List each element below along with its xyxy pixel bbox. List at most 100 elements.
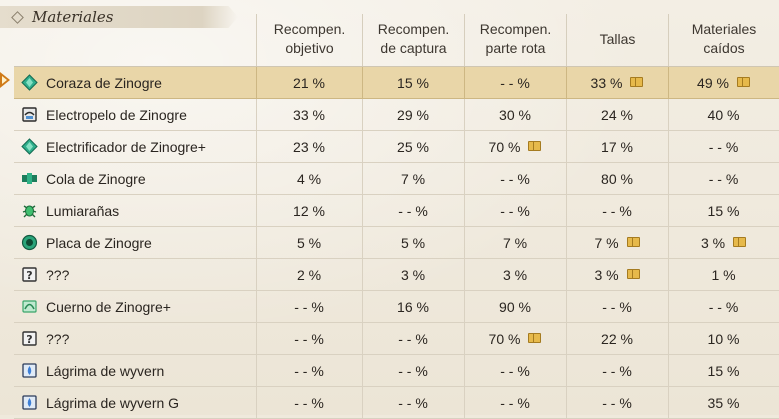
tear-icon	[21, 362, 38, 379]
value-cell: - - %	[256, 323, 362, 354]
header-divider	[256, 14, 257, 66]
value-cell: 3 %	[566, 259, 668, 290]
value-cell: 70 %	[464, 323, 566, 354]
percentage-value: 35 %	[707, 394, 740, 411]
percentage-value: - - %	[398, 202, 428, 219]
value-cell: - - %	[566, 355, 668, 386]
value-cell: 30 %	[464, 99, 566, 130]
column-divider	[566, 291, 567, 322]
book-icon	[736, 76, 750, 87]
table-row[interactable]: Coraza de Zinogre 21 % 15 % - - % 33 % 49 %	[14, 67, 779, 99]
value-cell: 12 %	[256, 195, 362, 226]
percentage-value: 80 %	[601, 170, 633, 187]
column-divider	[668, 195, 669, 226]
value-cell: - - %	[464, 195, 566, 226]
value-cell: 7 %	[464, 227, 566, 258]
book-icon	[733, 236, 747, 247]
value-cell: 70 %	[464, 131, 566, 162]
header-divider	[362, 14, 363, 66]
table-row[interactable]: Cola de Zinogre 4 % 7 % - - % 80 % - - %	[14, 163, 779, 195]
material-name-cell: Placa de Zinogre	[21, 227, 256, 258]
value-cell: 21 %	[256, 67, 362, 98]
percentage-value: 1 %	[711, 266, 736, 283]
percentage-value: - - %	[708, 170, 739, 187]
value-cell: 3 %	[362, 259, 464, 290]
column-divider	[566, 131, 567, 162]
unknown-icon: ?	[21, 266, 38, 283]
col-header-materiales-caidos: Materiales caídos	[691, 21, 757, 56]
diamond-icon	[11, 11, 24, 24]
percentage-value: 5 %	[400, 234, 426, 251]
column-divider	[464, 99, 465, 130]
table-row[interactable]: ???? 2 % 3 % 3 % 3 % 1 %	[14, 259, 779, 291]
table-row[interactable]: Cuerno de Zinogre+ - - % 16 % 90 % - - % - - …	[14, 291, 779, 323]
percentage-value: 15 %	[397, 74, 429, 91]
horn-icon	[21, 298, 38, 315]
column-divider	[668, 163, 669, 194]
column-divider	[566, 387, 567, 418]
table-row[interactable]: Lágrima de wyvern - - % - - % - - % - - % 15 …	[14, 355, 779, 387]
column-divider	[566, 259, 567, 290]
value-cell: - - %	[566, 387, 668, 418]
table-row[interactable]: Electropelo de Zinogre 33 % 29 % 30 % 24 % 40…	[14, 99, 779, 131]
column-divider	[256, 355, 257, 386]
value-cell: 2 %	[256, 259, 362, 290]
value-cell: 33 %	[566, 67, 668, 98]
percentage-value: 7 %	[400, 170, 426, 187]
column-divider	[668, 131, 669, 162]
percentage-value: - - %	[294, 298, 324, 315]
material-name-cell: Cola de Zinogre	[21, 163, 256, 194]
material-name-cell: Coraza de Zinogre	[21, 67, 256, 98]
material-name-cell: Lágrima de wyvern	[21, 355, 256, 386]
material-name: Cuerno de Zinogre+	[46, 298, 171, 315]
column-divider	[464, 195, 465, 226]
header-rule	[14, 66, 779, 67]
percentage-value: 24 %	[601, 106, 633, 123]
material-name: Electropelo de Zinogre	[46, 106, 187, 123]
value-cell: - - %	[464, 163, 566, 194]
percentage-value: 7 %	[594, 234, 619, 251]
value-cell: 15 %	[668, 195, 779, 226]
column-divider	[566, 195, 567, 226]
percentage-value: 4 %	[296, 170, 322, 187]
table-row[interactable]: Electrificador de Zinogre+ 23 % 25 % 70 % 17…	[14, 131, 779, 163]
percentage-value: 12 %	[293, 202, 325, 219]
column-divider	[464, 163, 465, 194]
percentage-value: 90 %	[499, 298, 531, 315]
percentage-value: 22 %	[601, 330, 633, 347]
column-divider	[256, 291, 257, 322]
percentage-value: - - %	[500, 74, 530, 91]
percentage-value: - - %	[500, 362, 530, 379]
table-row[interactable]: Placa de Zinogre 5 % 5 % 7 % 7 % 3 %	[14, 227, 779, 259]
column-divider	[362, 131, 363, 162]
value-cell: 7 %	[566, 227, 668, 258]
value-cell: - - %	[362, 387, 464, 418]
header-divider	[566, 14, 567, 66]
table-row[interactable]: ???? - - % - - % 70 % 22 % 10 %	[14, 323, 779, 355]
material-name: Electrificador de Zinogre+	[46, 138, 206, 155]
selection-cursor-highlight	[2, 76, 7, 84]
column-divider	[566, 99, 567, 130]
column-divider	[464, 67, 465, 98]
percentage-value: 3 %	[594, 266, 619, 283]
column-divider	[362, 67, 363, 98]
value-cell: 25 %	[362, 131, 464, 162]
percentage-value: 70 %	[488, 138, 521, 155]
column-divider	[464, 355, 465, 386]
column-divider	[256, 259, 257, 290]
header-divider	[464, 14, 465, 66]
book-icon	[626, 236, 640, 247]
percentage-value: 17 %	[601, 138, 633, 155]
table-row[interactable]: Lágrima de wyvern G - - % - - % - - % - - % 3…	[14, 387, 779, 419]
table-row[interactable]: Lumiarañas 12 % - - % - - % - - % 15 %	[14, 195, 779, 227]
percentage-value: - - %	[294, 394, 324, 411]
column-divider	[464, 227, 465, 258]
column-divider	[362, 291, 363, 322]
percentage-value: 15 %	[707, 202, 740, 219]
column-divider	[464, 131, 465, 162]
value-cell: - - %	[566, 195, 668, 226]
gem-icon	[21, 74, 38, 91]
svg-text:?: ?	[26, 333, 32, 346]
value-cell: 5 %	[256, 227, 362, 258]
percentage-value: 7 %	[502, 234, 528, 251]
